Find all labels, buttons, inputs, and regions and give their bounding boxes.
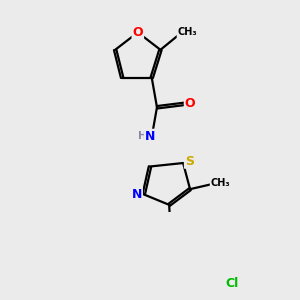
Text: N: N xyxy=(145,130,155,143)
Text: O: O xyxy=(133,26,143,39)
Text: O: O xyxy=(185,97,195,110)
Text: Cl: Cl xyxy=(226,277,239,290)
Text: CH₃: CH₃ xyxy=(178,27,197,38)
Text: S: S xyxy=(185,155,194,168)
Text: N: N xyxy=(132,188,142,201)
Text: H: H xyxy=(138,131,146,141)
Text: CH₃: CH₃ xyxy=(211,178,230,188)
